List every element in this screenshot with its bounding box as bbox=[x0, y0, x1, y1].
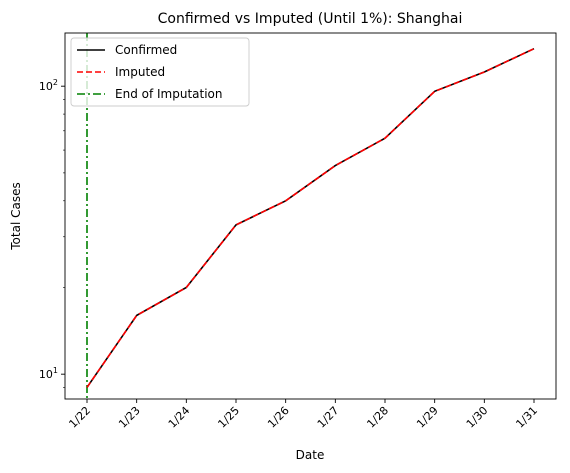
legend-label-confirmed: Confirmed bbox=[115, 43, 177, 57]
x-tick-label: 1/25 bbox=[215, 404, 242, 431]
x-tick-label: 1/28 bbox=[364, 404, 391, 431]
x-tick-label: 1/31 bbox=[513, 404, 540, 431]
x-axis: 1/22 1/23 1/24 1/25 1/26 1/27 1/28 1/29 1/30 1/31 bbox=[66, 399, 540, 431]
x-axis-label: Date bbox=[296, 448, 325, 462]
x-tick-label: 1/24 bbox=[166, 404, 193, 431]
x-tick-label: 1/30 bbox=[464, 404, 491, 431]
legend: Confirmed Imputed End of Imputation bbox=[70, 37, 250, 107]
x-tick-label: 1/27 bbox=[315, 404, 342, 431]
y-axis: 101 102 bbox=[39, 78, 65, 388]
x-tick-label: 1/23 bbox=[116, 404, 143, 431]
y-axis-label: Total Cases bbox=[9, 182, 23, 250]
y-tick-label: 102 bbox=[39, 78, 58, 93]
legend-box bbox=[70, 37, 250, 107]
x-tick-label: 1/26 bbox=[265, 404, 292, 431]
legend-label-end-of-imputation: End of Imputation bbox=[115, 87, 223, 101]
legend-label-imputed: Imputed bbox=[115, 65, 165, 79]
x-tick-label: 1/29 bbox=[414, 404, 441, 431]
plot-frame bbox=[64, 32, 557, 400]
chart-title: Confirmed vs Imputed (Until 1%): Shangha… bbox=[158, 11, 463, 27]
series-line-imputed bbox=[86, 47, 535, 388]
x-tick-label: 1/22 bbox=[66, 404, 93, 431]
y-tick-label: 101 bbox=[39, 366, 58, 381]
